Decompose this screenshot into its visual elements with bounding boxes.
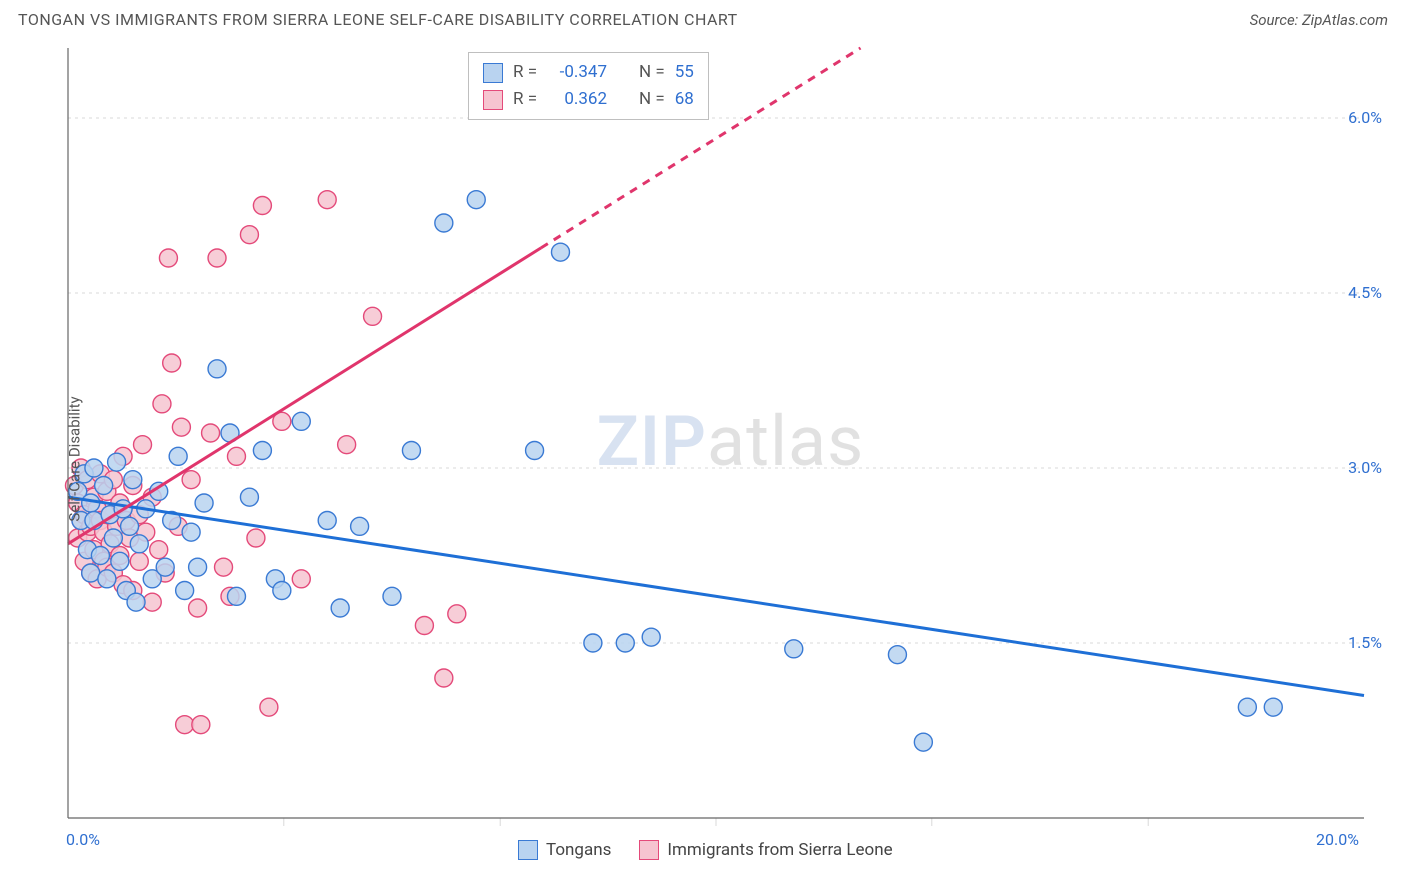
y-tick-label: 6.0% (1348, 108, 1382, 127)
chart-area: Self-Care Disability ZIPatlas R =-0.347N… (18, 44, 1388, 874)
series-legend: Tongans Immigrants from Sierra Leone (518, 840, 893, 860)
stats-row-sierra_leone: R = 0.362 N = 68 (483, 86, 694, 113)
y-tick-label: 1.5% (1348, 633, 1382, 652)
r-value: 0.362 (547, 86, 607, 113)
stats-row-tongans: R = -0.347 N = 55 (483, 59, 694, 86)
n-value: 68 (675, 86, 694, 113)
source-link[interactable]: ZipAtlas.com (1302, 11, 1388, 29)
y-tick-label: 3.0% (1348, 458, 1382, 477)
source-prefix: Source: (1250, 11, 1302, 29)
x-tick-label: 0.0% (66, 830, 100, 849)
n-label: N = (639, 86, 665, 113)
swatch-icon (518, 840, 538, 860)
legend-label: Tongans (546, 840, 611, 860)
swatch-icon (639, 840, 659, 860)
swatch-icon (483, 63, 503, 83)
chart-header: TONGAN VS IMMIGRANTS FROM SIERRA LEONE S… (0, 0, 1406, 35)
r-value: -0.347 (547, 59, 607, 86)
source-attribution: Source: ZipAtlas.com (1250, 11, 1388, 29)
r-label: R = (513, 86, 537, 113)
y-axis-label: Self-Care Disability (66, 396, 84, 521)
x-tick-label: 20.0% (1316, 830, 1359, 849)
legend-item-sierra_leone: Immigrants from Sierra Leone (639, 840, 892, 860)
r-label: R = (513, 59, 537, 86)
legend-item-tongans: Tongans (518, 840, 611, 860)
n-label: N = (639, 59, 665, 86)
y-tick-label: 4.5% (1348, 283, 1382, 302)
swatch-icon (483, 90, 503, 110)
n-value: 55 (675, 59, 694, 86)
scatter-plot-svg (18, 44, 1384, 878)
correlation-stats-box: R = -0.347 N = 55 R = 0.362 N = 68 (468, 52, 709, 120)
chart-title: TONGAN VS IMMIGRANTS FROM SIERRA LEONE S… (18, 10, 738, 29)
legend-label: Immigrants from Sierra Leone (667, 840, 892, 860)
